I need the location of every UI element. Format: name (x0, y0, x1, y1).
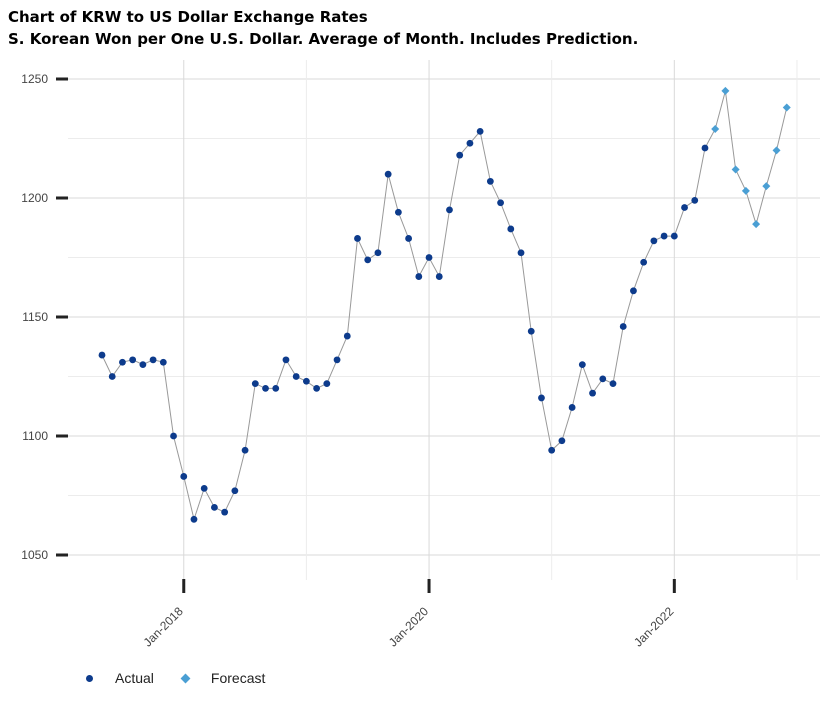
actual-point (119, 358, 126, 366)
forecast-point (772, 146, 781, 155)
legend-actual-marker (86, 674, 93, 682)
actual-point (170, 432, 177, 440)
actual-point (589, 389, 596, 397)
actual-point (241, 446, 249, 454)
chart-subtitle: S. Korean Won per One U.S. Dollar. Avera… (8, 30, 639, 48)
actual-point (578, 361, 586, 368)
actual-point (98, 351, 106, 359)
actual-point (129, 356, 137, 364)
actual-point (609, 380, 617, 388)
x-tick-mark (672, 579, 676, 593)
actual-point (517, 249, 525, 257)
y-tick-mark (56, 553, 68, 557)
actual-point (701, 144, 709, 152)
legend-item-forecast: Forecast (180, 670, 266, 686)
actual-point (599, 375, 607, 383)
actual-point (323, 380, 331, 388)
actual-point (446, 206, 453, 214)
actual-point (548, 446, 556, 454)
actual-point (630, 287, 637, 295)
actual-point (384, 170, 392, 178)
actual-point (200, 484, 208, 492)
actual-point (190, 515, 198, 523)
y-tick-label: 1050 (21, 548, 48, 562)
x-tick-mark (427, 579, 431, 593)
actual-point (558, 437, 566, 445)
actual-point (292, 373, 300, 380)
y-tick-mark (56, 434, 68, 438)
actual-point (456, 151, 464, 159)
x-tick-label: Jan-2018 (141, 604, 187, 650)
actual-point (497, 199, 504, 207)
actual-point (568, 404, 576, 411)
actual-point (640, 258, 648, 266)
actual-point (180, 473, 188, 480)
actual-point (394, 208, 402, 216)
forecast-point (752, 220, 761, 229)
actual-point (108, 373, 116, 380)
actual-point (333, 356, 341, 364)
x-tick-label: Jan-2022 (631, 604, 677, 650)
actual-point (650, 237, 658, 245)
legend-forecast-label: Forecast (210, 670, 266, 686)
forecast-point (782, 103, 791, 112)
actual-point (681, 204, 688, 211)
chart-title: Chart of KRW to US Dollar Exchange Rates (8, 8, 368, 26)
legend-forecast-marker (180, 673, 191, 683)
actual-point (425, 254, 433, 261)
actual-point (343, 332, 351, 340)
actual-point (670, 232, 678, 240)
x-tick-label: Jan-2020 (386, 604, 432, 650)
y-tick-label: 1200 (21, 191, 48, 205)
actual-point (364, 256, 372, 264)
actual-point (435, 273, 443, 280)
y-tick-label: 1150 (22, 310, 48, 324)
actual-point (221, 508, 229, 516)
actual-point (149, 356, 157, 364)
actual-point (251, 380, 259, 388)
actual-point (691, 196, 699, 204)
actual-point (231, 487, 239, 495)
legend-item-actual: Actual (86, 670, 154, 686)
actual-point (619, 323, 627, 330)
chart-title-block: Chart of KRW to US Dollar Exchange Rates… (8, 6, 638, 50)
actual-point (262, 385, 269, 392)
actual-point (354, 235, 361, 242)
actual-point (527, 327, 535, 335)
actual-point (507, 225, 515, 233)
actual-point (374, 249, 382, 257)
forecast-point (731, 165, 740, 174)
legend: Actual Forecast (86, 670, 293, 686)
actual-point (466, 139, 474, 147)
actual-point (303, 377, 310, 385)
actual-point (486, 177, 494, 185)
legend-actual-label: Actual (115, 670, 154, 686)
actual-point (282, 356, 290, 364)
actual-point (476, 127, 484, 135)
y-tick-mark (56, 196, 68, 200)
actual-point (139, 361, 147, 368)
forecast-point (741, 186, 750, 195)
y-tick-mark (56, 77, 68, 81)
series-line (101, 90, 788, 522)
actual-point (159, 358, 167, 366)
actual-point (415, 273, 423, 280)
actual-point (313, 385, 321, 392)
actual-point (405, 235, 412, 242)
actual-point (211, 504, 218, 511)
y-tick-label: 1100 (22, 429, 48, 443)
y-tick-mark (56, 315, 68, 319)
actual-point (660, 232, 668, 240)
y-tick-label: 1250 (21, 72, 48, 86)
forecast-point (711, 124, 720, 133)
x-tick-mark (182, 579, 186, 593)
forecast-point (762, 182, 771, 191)
forecast-point (721, 86, 730, 95)
actual-point (538, 394, 545, 402)
actual-point (272, 385, 280, 392)
